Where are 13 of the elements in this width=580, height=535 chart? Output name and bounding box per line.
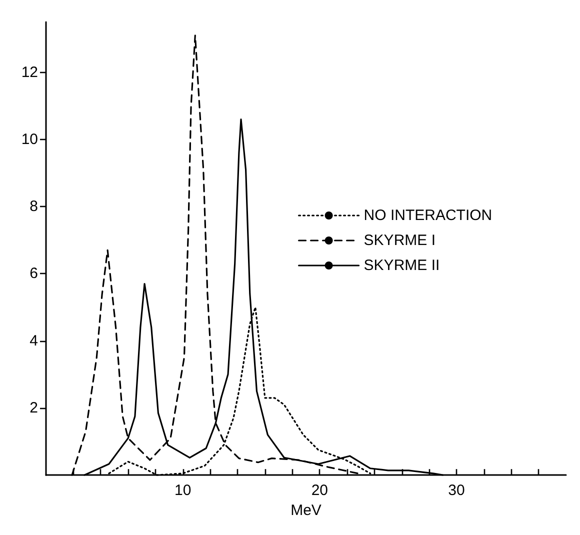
y-tick-label: 6 bbox=[30, 265, 38, 282]
y-tick-label: 4 bbox=[30, 332, 38, 350]
legend-label: NO INTERACTION bbox=[364, 207, 492, 224]
x-tick-label: 30 bbox=[448, 482, 465, 500]
y-tick-label: 8 bbox=[30, 198, 38, 216]
x-tick-label: 10 bbox=[174, 482, 192, 500]
x-tick-label: 20 bbox=[311, 482, 328, 500]
x-axis-title: MeV bbox=[290, 502, 322, 519]
y-tick-label: 12 bbox=[21, 64, 38, 81]
legend-label: SKYRME I bbox=[364, 232, 436, 249]
y-tick-label: 2 bbox=[30, 399, 38, 416]
legend-label: SKYRME II bbox=[364, 257, 440, 274]
y-tick-label: 10 bbox=[21, 130, 38, 148]
